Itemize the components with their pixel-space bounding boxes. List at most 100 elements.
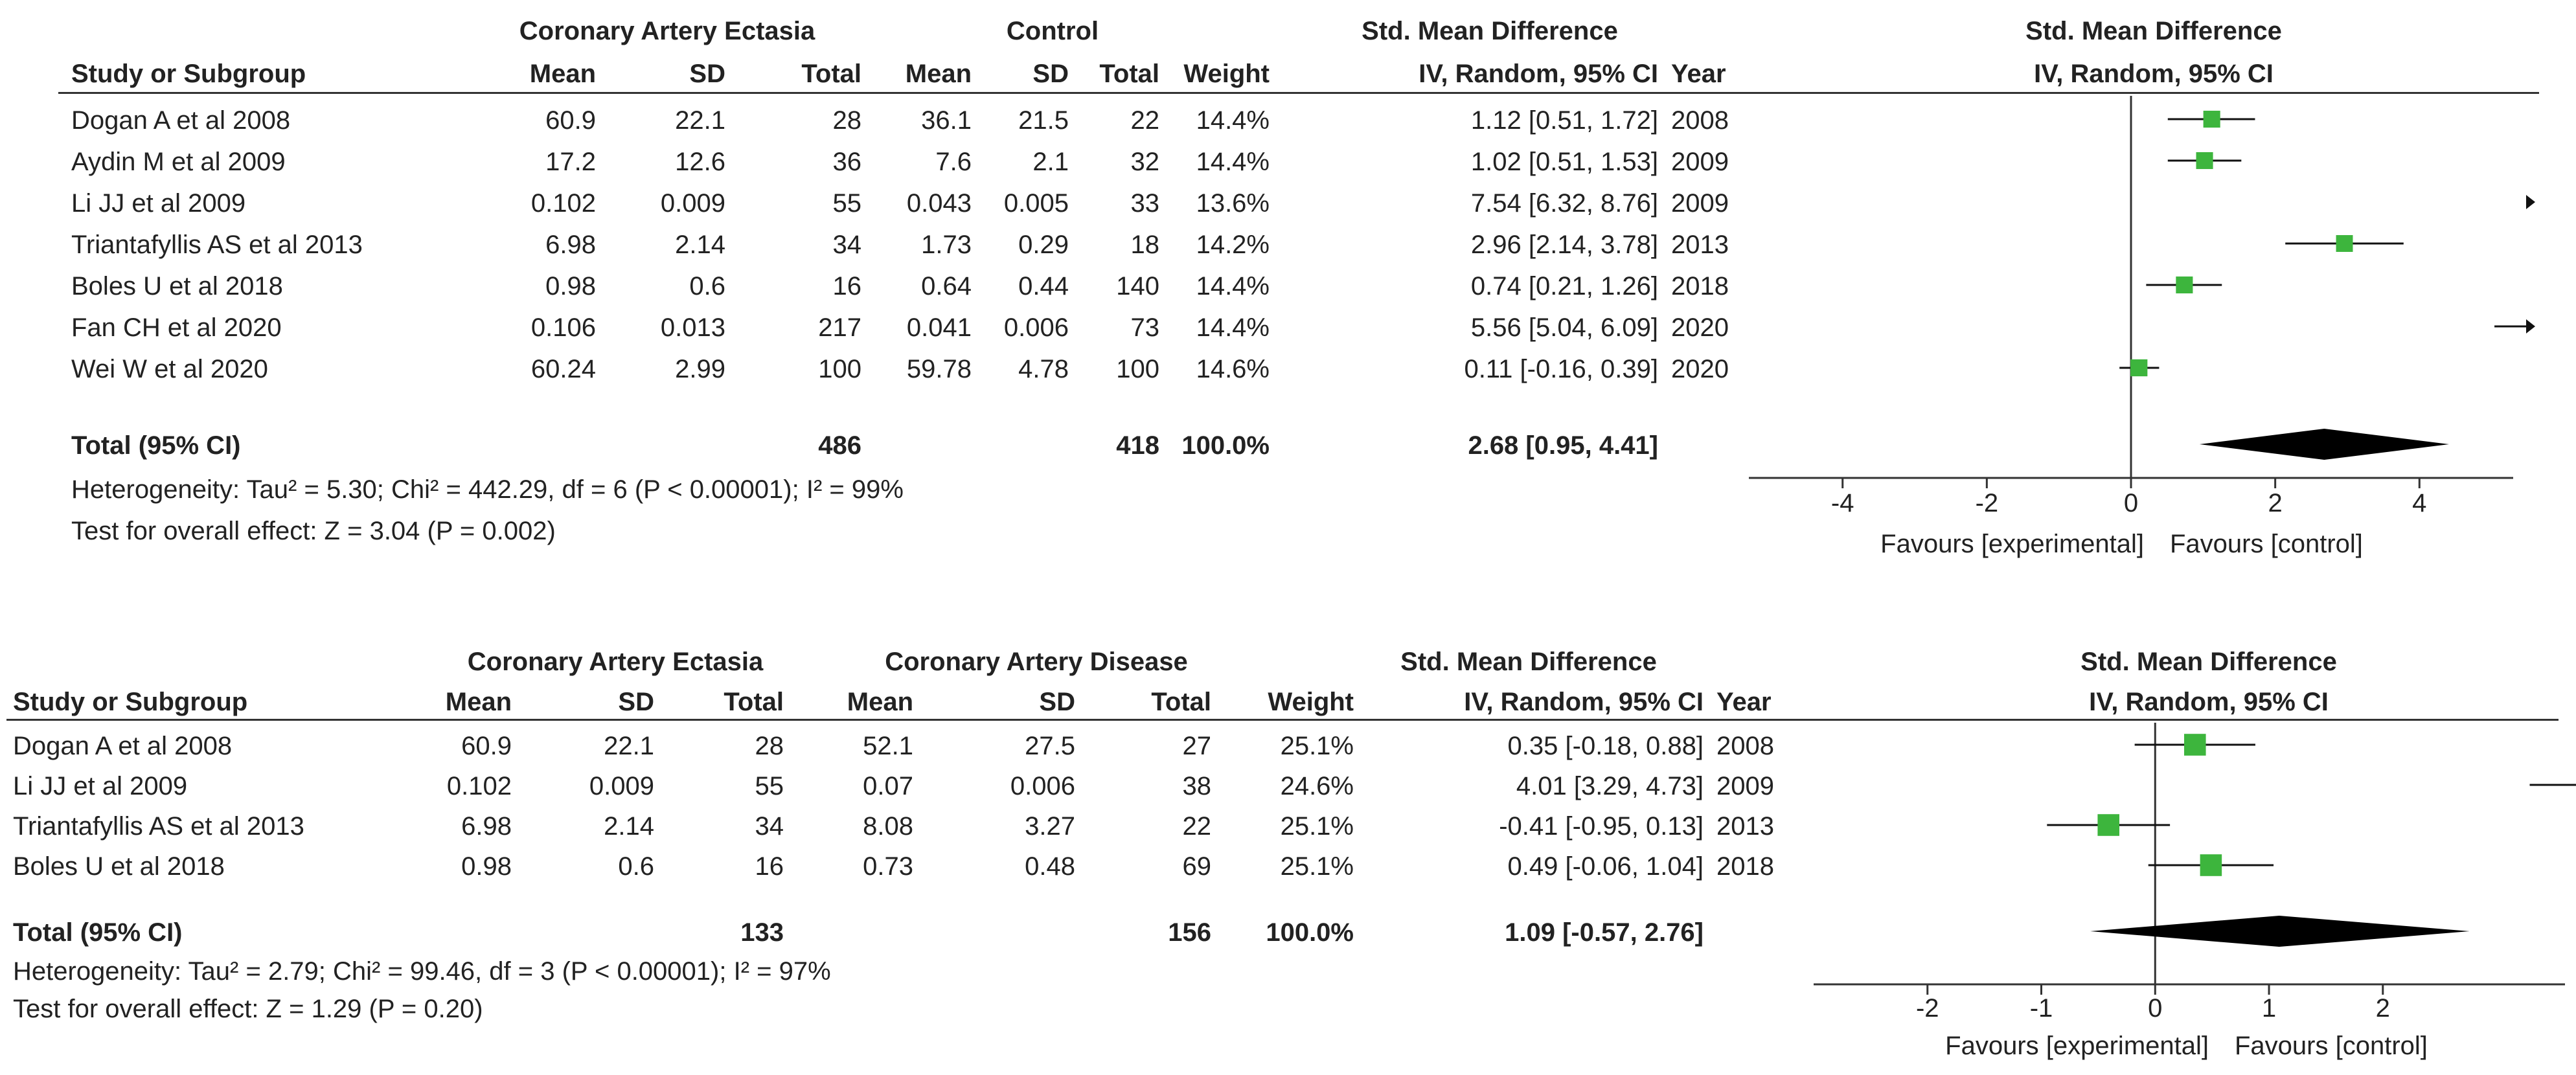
row-sd1: 0.009 [660,189,725,218]
group1-header: Coronary Artery Ectasia [467,648,764,676]
total-ci: 2.68 [0.95, 4.41] [1468,431,1658,460]
x-tick-label: 0 [2124,489,2138,517]
x-tick-label: -2 [1916,994,1939,1023]
forest-plot-panel-1: Coronary Artery Ectasia Control Std. Mea… [58,17,2539,558]
row-m1: 60.24 [530,355,596,383]
forest-plot-1: -4 -2 0 2 4 [1749,96,2535,517]
col-total-2: Total [1099,60,1159,88]
row-sd1: 2.99 [675,355,725,383]
row-weight: 14.4% [1196,148,1270,176]
row-ci: 7.54 [6.32, 8.76] [1470,189,1658,218]
row-m2: 59.78 [906,355,972,383]
effect-header-1: Std. Mean Difference [1362,17,1618,45]
row-sd1: 2.14 [675,231,725,259]
plot-header-1: Std. Mean Difference [2080,648,2337,676]
x-tick-label: 0 [2148,994,2162,1023]
row-m2: 52.1 [863,732,913,760]
row-m2: 7.6 [935,148,972,176]
row-year: 2020 [1671,313,1729,342]
heterogeneity-text: Heterogeneity: Tau² = 2.79; Chi² = 99.46… [13,957,831,986]
row-n2: 18 [1130,231,1160,259]
row-weight: 25.1% [1280,852,1354,881]
total-weight: 100.0% [1266,918,1354,947]
x-tick-label: 4 [2412,489,2426,517]
row-m2: 0.73 [863,852,913,881]
col-total-2: Total [1151,688,1211,716]
x-tick-label: -1 [2030,994,2053,1023]
row-m1: 6.98 [545,231,596,259]
overall-effect-text: Test for overall effect: Z = 3.04 (P = 0… [71,517,556,545]
pooled-diamond [2090,916,2470,947]
offscale-arrow [2526,195,2535,209]
col-mean-1: Mean [529,60,596,88]
row-n2: 69 [1182,852,1212,881]
row-n1: 16 [755,852,784,881]
row-sd2: 0.006 [1003,313,1069,342]
col-mean-1: Mean [445,688,512,716]
row-m1: 6.98 [461,812,512,841]
col-mean-2: Mean [847,688,913,716]
row-sd2: 4.78 [1018,355,1069,383]
col-sd-1: SD [618,688,654,716]
total-ci: 1.09 [-0.57, 2.76] [1505,918,1704,947]
col-sd-2: SD [1032,60,1069,88]
row-sd1: 0.013 [660,313,725,342]
forest-plot-panel-2: Coronary Artery Ectasia Coronary Artery … [0,622,2576,1075]
row-n1: 16 [832,272,862,300]
row-sd2: 0.005 [1003,189,1069,218]
header-rule-right [1814,719,2559,721]
row-m1: 0.102 [446,772,512,800]
effect-header-1: Std. Mean Difference [1400,648,1657,676]
x-tick-label: -2 [1976,489,1999,517]
row-m2: 1.73 [921,231,972,259]
row-sd2: 2.1 [1032,148,1069,176]
row-ci: 5.56 [5.04, 6.09] [1470,313,1658,342]
row-study: Boles U et al 2018 [71,272,283,300]
favours-left: Favours [experimental] [1880,530,2144,558]
total-n1: 133 [740,918,784,947]
col-year: Year [1716,688,1772,716]
x-tick-label: 1 [2262,994,2276,1023]
heterogeneity-text: Heterogeneity: Tau² = 5.30; Chi² = 442.2… [71,475,904,504]
row-m1: 60.9 [461,732,512,760]
row-study: Li JJ et al 2009 [71,189,246,218]
row-n2: 27 [1182,732,1212,760]
row-study: Triantafyllis AS et al 2013 [71,231,363,259]
effect-square [2203,110,2220,128]
row-n2: 32 [1130,148,1160,176]
row-m2: 0.043 [906,189,972,218]
total-label: Total (95% CI) [13,918,183,947]
total-n2: 418 [1116,431,1159,460]
row-sd2: 0.006 [1010,772,1075,800]
row-weight: 14.2% [1196,231,1270,259]
row-sd2: 0.44 [1018,272,1069,300]
row-sd1: 22.1 [604,732,654,760]
row-n2: 33 [1130,189,1160,218]
row-m1: 17.2 [545,148,596,176]
row-study: Li JJ et al 2009 [13,772,188,800]
row-year: 2013 [1671,231,1729,259]
effect-square [2176,276,2193,294]
row-weight: 14.4% [1196,106,1270,135]
header-rule-right [1762,92,2539,94]
row-sd2: 0.48 [1025,852,1075,881]
plot-header-2: IV, Random, 95% CI [2034,60,2274,88]
favours-left: Favours [experimental] [1945,1032,2209,1060]
total-n1: 486 [818,431,861,460]
row-year: 2018 [1671,272,1729,300]
col-study: Study or Subgroup [71,60,306,88]
row-n2: 73 [1130,313,1160,342]
col-weight: Weight [1268,688,1354,716]
row-year: 2009 [1671,148,1729,176]
col-ci: IV, Random, 95% CI [1464,688,1704,716]
row-ci: 2.96 [2.14, 3.78] [1470,231,1658,259]
row-m1: 60.9 [545,106,596,135]
row-weight: 25.1% [1280,732,1354,760]
row-n1: 28 [832,106,862,135]
row-n2: 22 [1182,812,1212,841]
row-m1: 0.106 [530,313,596,342]
effect-square [2200,854,2222,876]
col-study: Study or Subgroup [13,688,248,716]
group1-header: Coronary Artery Ectasia [519,17,815,45]
row-m1: 0.98 [545,272,596,300]
